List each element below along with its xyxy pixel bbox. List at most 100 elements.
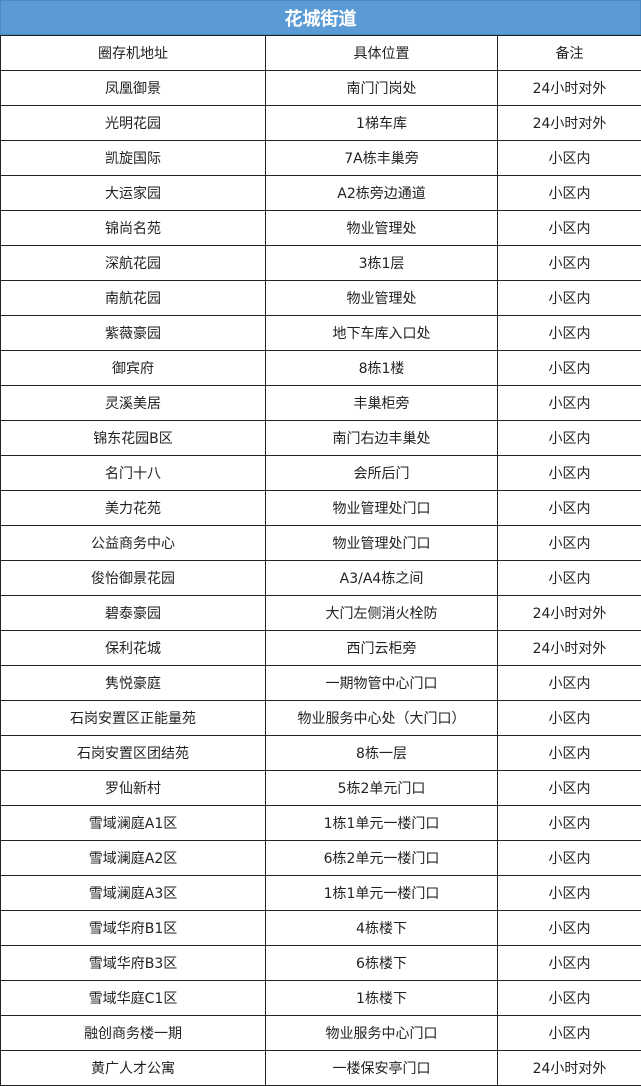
cell-address: 罗仙新村 [0,770,266,806]
cell-address: 俊怡御景花园 [0,560,266,596]
cell-address: 保利花城 [0,630,266,666]
cell-location: 一期物管中心门口 [265,665,498,701]
cell-location: 物业管理处 [265,210,498,246]
table-row: 凤凰御景 南门门岗处 24小时对外 [0,70,641,106]
cell-location: 1栋1单元一楼门口 [265,875,498,911]
cell-note: 小区内 [497,770,641,806]
cell-location: 物业服务中心门口 [265,1015,498,1051]
cell-note: 小区内 [497,385,641,421]
cell-address: 石岗安置区正能量苑 [0,700,266,736]
cell-note: 小区内 [497,840,641,876]
cell-note: 小区内 [497,280,641,316]
cell-note: 小区内 [497,455,641,491]
cell-note: 小区内 [497,945,641,981]
table-row: 雪域澜庭A1区 1栋1单元一楼门口 小区内 [0,805,641,841]
cell-address: 锦东花园B区 [0,420,266,456]
cell-note: 24小时对外 [497,1050,641,1086]
cell-address: 美力花苑 [0,490,266,526]
table-row: 雪域华庭C1区 1栋楼下 小区内 [0,980,641,1016]
table-row: 俊怡御景花园 A3/A4栋之间 小区内 [0,560,641,596]
cell-note: 小区内 [497,245,641,281]
cell-note: 小区内 [497,210,641,246]
cell-address: 南航花园 [0,280,266,316]
cell-note: 24小时对外 [497,595,641,631]
cell-address: 黄广人才公寓 [0,1050,266,1086]
table-row: 隽悦豪庭 一期物管中心门口 小区内 [0,665,641,701]
cell-note: 小区内 [497,700,641,736]
table-row: 保利花城 西门云柜旁 24小时对外 [0,630,641,666]
cell-note: 小区内 [497,910,641,946]
table-row: 融创商务楼一期 物业服务中心门口 小区内 [0,1015,641,1051]
cell-location: 8栋1楼 [265,350,498,386]
cell-note: 小区内 [497,560,641,596]
table-row: 灵溪美居 丰巢柜旁 小区内 [0,385,641,421]
cell-location: 南门右边丰巢处 [265,420,498,456]
cell-location: 1栋1单元一楼门口 [265,805,498,841]
table-row: 黄广人才公寓 一楼保安亭门口 24小时对外 [0,1050,641,1086]
table-row: 光明花园 1梯车库 24小时对外 [0,105,641,141]
cell-address: 碧泰豪园 [0,595,266,631]
cell-address: 深航花园 [0,245,266,281]
header-location: 具体位置 [265,35,498,71]
cell-location: 丰巢柜旁 [265,385,498,421]
cell-location: 物业管理处门口 [265,490,498,526]
cell-location: 8栋一层 [265,735,498,771]
cell-address: 御宾府 [0,350,266,386]
header-row: 圈存机地址 具体位置 备注 [0,35,641,71]
cell-address: 凤凰御景 [0,70,266,106]
cell-location: 一楼保安亭门口 [265,1050,498,1086]
cell-note: 小区内 [497,175,641,211]
cell-location: 6栋2单元一楼门口 [265,840,498,876]
table-row: 御宾府 8栋1楼 小区内 [0,350,641,386]
cell-address: 雪域澜庭A1区 [0,805,266,841]
table-row: 公益商务中心 物业管理处门口 小区内 [0,525,641,561]
cell-location: 南门门岗处 [265,70,498,106]
cell-location: 物业服务中心处（大门口） [265,700,498,736]
cell-note: 小区内 [497,490,641,526]
table-row: 罗仙新村 5栋2单元门口 小区内 [0,770,641,806]
table-title: 花城街道 [0,0,641,35]
cell-location: 地下车库入口处 [265,315,498,351]
cell-address: 雪域华府B1区 [0,910,266,946]
cell-note: 小区内 [497,875,641,911]
cell-location: 1栋楼下 [265,980,498,1016]
table-row: 石岗安置区正能量苑 物业服务中心处（大门口） 小区内 [0,700,641,736]
cell-location: 大门左侧消火栓防 [265,595,498,631]
cell-address: 公益商务中心 [0,525,266,561]
cell-address: 凯旋国际 [0,140,266,176]
table-row: 名门十八 会所后门 小区内 [0,455,641,491]
cell-note: 小区内 [497,420,641,456]
table-row: 紫薇豪园 地下车库入口处 小区内 [0,315,641,351]
header-note: 备注 [497,35,641,71]
cell-address: 锦尚名苑 [0,210,266,246]
cell-note: 24小时对外 [497,70,641,106]
cell-location: A3/A4栋之间 [265,560,498,596]
table-row: 锦尚名苑 物业管理处 小区内 [0,210,641,246]
table-row: 美力花苑 物业管理处门口 小区内 [0,490,641,526]
table-row: 雪域澜庭A2区 6栋2单元一楼门口 小区内 [0,840,641,876]
cell-note: 24小时对外 [497,105,641,141]
table-row: 锦东花园B区 南门右边丰巢处 小区内 [0,420,641,456]
cell-location: 6栋楼下 [265,945,498,981]
cell-address: 石岗安置区团结苑 [0,735,266,771]
cell-location: 5栋2单元门口 [265,770,498,806]
table-row: 雪域澜庭A3区 1栋1单元一楼门口 小区内 [0,875,641,911]
cell-location: 会所后门 [265,455,498,491]
table-row: 大运家园 A2栋旁边通道 小区内 [0,175,641,211]
cell-address: 融创商务楼一期 [0,1015,266,1051]
cell-location: 物业管理处门口 [265,525,498,561]
cell-note: 小区内 [497,1015,641,1051]
cell-location: 3栋1层 [265,245,498,281]
cell-address: 隽悦豪庭 [0,665,266,701]
cell-note: 小区内 [497,980,641,1016]
cell-note: 小区内 [497,350,641,386]
cell-note: 小区内 [497,525,641,561]
table-row: 南航花园 物业管理处 小区内 [0,280,641,316]
cell-note: 24小时对外 [497,630,641,666]
address-table: 圈存机地址 具体位置 备注 凤凰御景 南门门岗处 24小时对外 光明花园 1梯车库 24小… [0,35,641,1086]
cell-location: A2栋旁边通道 [265,175,498,211]
cell-address: 雪域澜庭A3区 [0,875,266,911]
cell-address: 雪域澜庭A2区 [0,840,266,876]
cell-note: 小区内 [497,735,641,771]
table-row: 凯旋国际 7A栋丰巢旁 小区内 [0,140,641,176]
